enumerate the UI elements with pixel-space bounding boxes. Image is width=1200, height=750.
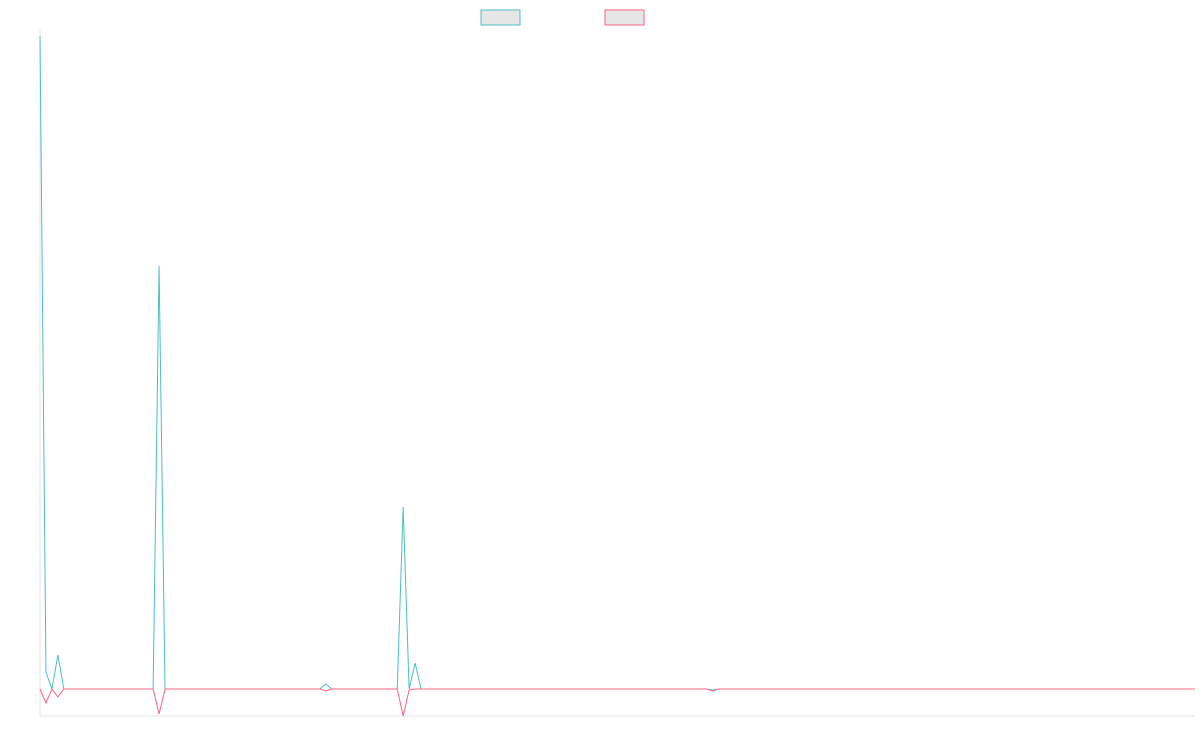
legend-swatch xyxy=(480,9,521,26)
data-line xyxy=(39,35,1195,691)
data-line xyxy=(39,688,1195,717)
legend-swatch xyxy=(604,9,645,26)
